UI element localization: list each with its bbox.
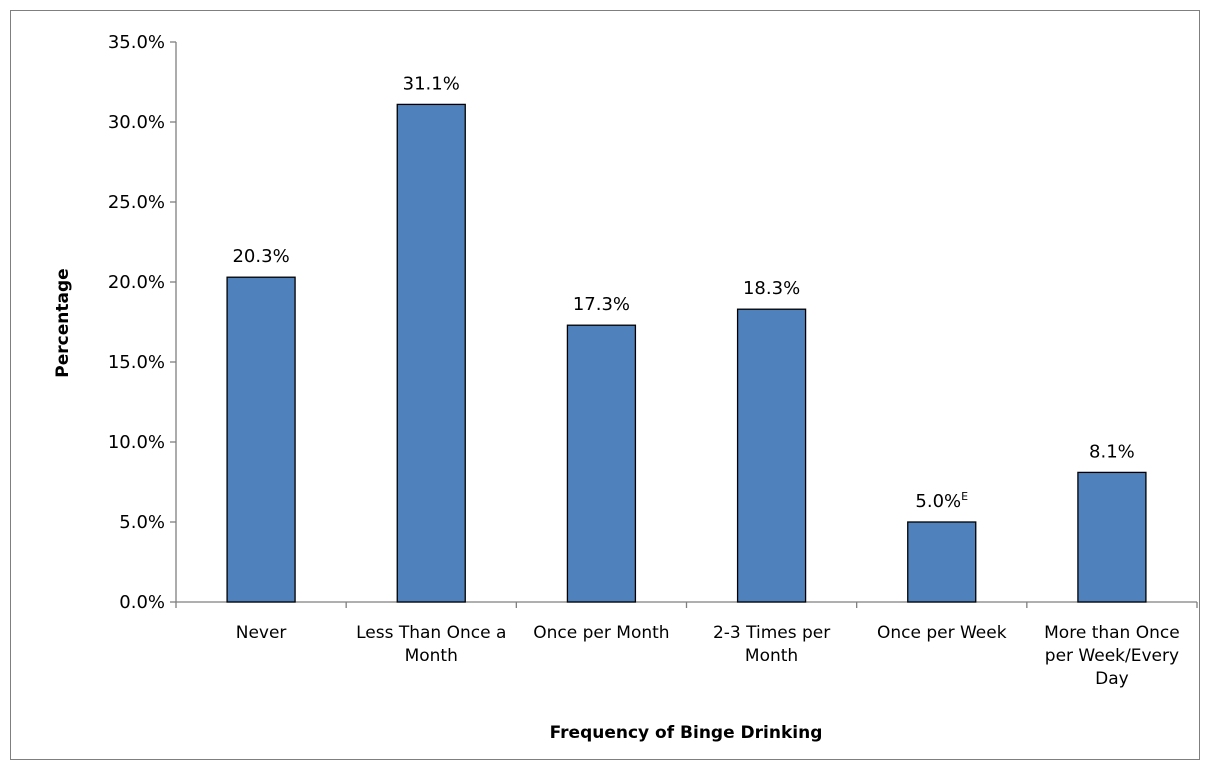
category-label-line: Month [405,646,458,666]
category-label-line: Never [236,623,287,643]
bar [396,103,466,603]
category-label: Never [236,623,287,643]
category-label-line: Once per Week [877,623,1007,643]
y-axis: 0.0% 5.0% 10.0% 15.0% 20.0% 25.0% 30.0% 35.0% [108,32,177,613]
category-label-line: per Week/Every [1045,646,1179,666]
bar [907,521,977,603]
category-label-line: More than Once [1044,623,1180,643]
data-label: 8.1% [1089,441,1135,462]
category-label-line: Less Than Once a [356,623,506,643]
category-label-line: Month [745,646,798,666]
y-tick-label: 20.0% [108,272,165,293]
y-tick-label: 15.0% [108,352,165,373]
category-label: 2-3 Times per Month [713,623,830,666]
data-label: 31.1% [403,73,460,94]
data-label: 18.3% [743,278,800,299]
y-tick-label: 10.0% [108,432,165,453]
category-label: More than Once per Week/Every Day [1044,623,1180,689]
data-label-superscript: E [961,490,968,503]
category-label-line: Once per Month [533,623,669,643]
y-tick-label: 30.0% [108,112,165,133]
x-axis [175,601,1198,608]
y-tick-label: 5.0% [119,512,165,533]
data-labels: 20.3% 31.1% 17.3% 18.3% 5.0%E 8.1% [232,73,1134,512]
data-label: 17.3% [573,294,630,315]
category-label: Less Than Once a Month [356,623,506,666]
category-labels: Never Less Than Once a Month Once per Month… [236,623,1180,689]
category-label-line: Day [1095,669,1129,689]
y-tick-label: 0.0% [119,592,165,613]
y-axis-title: Percentage [53,268,73,377]
data-label: 5.0%E [915,490,968,512]
x-axis-title: Frequency of Binge Drinking [550,723,823,743]
category-label: Once per Week [877,623,1007,643]
category-label: Once per Month [533,623,669,643]
bars [226,103,1147,603]
bar [1077,471,1147,603]
bar [566,324,637,603]
bar [736,308,807,603]
bar [226,276,296,603]
data-label: 20.3% [232,246,289,267]
y-tick-label: 25.0% [108,192,165,213]
category-label-line: 2-3 Times per [713,623,830,643]
y-tick-label: 35.0% [108,32,165,53]
